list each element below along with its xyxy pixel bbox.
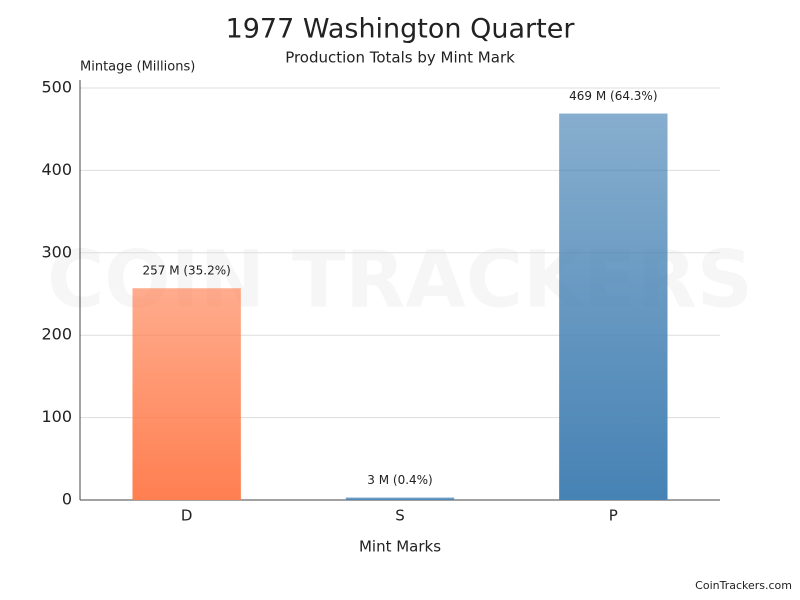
x-axis-label: Mint Marks: [359, 538, 441, 556]
y-tick-label: 400: [41, 160, 72, 179]
bar: [132, 288, 241, 500]
chart-title: 1977 Washington Quarter: [226, 14, 576, 45]
y-axis-label: Mintage (Millions): [80, 60, 195, 75]
x-tick-label: P: [609, 507, 618, 525]
x-tick-label: D: [181, 507, 193, 525]
x-tick-label: S: [395, 507, 405, 525]
y-tick-label: 100: [41, 407, 72, 426]
value-label: 3 M (0.4%): [367, 473, 432, 487]
y-tick-label: 0: [62, 490, 72, 509]
chart-subtitle: Production Totals by Mint Mark: [285, 49, 515, 67]
credit: CoinTrackers.com: [695, 579, 792, 592]
bar: [559, 113, 668, 500]
y-tick-label: 300: [41, 242, 72, 261]
value-label: 257 M (35.2%): [142, 264, 230, 278]
y-tick-label: 200: [41, 325, 72, 344]
y-tick-label: 500: [41, 78, 72, 97]
value-label: 469 M (64.3%): [569, 89, 657, 103]
bar: [345, 497, 455, 500]
